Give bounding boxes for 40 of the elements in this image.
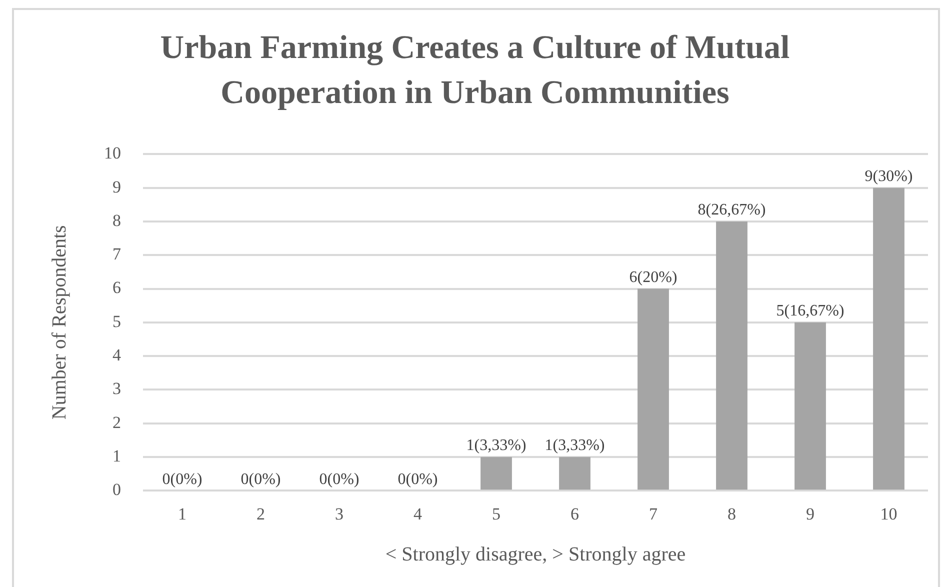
x-tick-label: 7 — [649, 504, 658, 524]
x-tick-label: 9 — [806, 504, 814, 524]
bar — [794, 322, 826, 490]
data-label: 1(3,33%) — [466, 437, 526, 454]
bar — [559, 456, 590, 490]
chart-title: Urban Farming Creates a Culture of Mutual Cooperation in Urban Communities — [159, 29, 791, 113]
data-label: 0(0%) — [319, 470, 360, 488]
y-tick-label: 1 — [112, 446, 121, 466]
data-label: 8(26,67%) — [698, 202, 766, 219]
x-tick-label: 5 — [492, 504, 500, 524]
x-tick-label: 3 — [335, 504, 344, 524]
data-label: 5(16,67%) — [776, 302, 844, 320]
bar — [638, 288, 669, 490]
y-tick-label: 5 — [112, 312, 121, 331]
y-tick-label: 7 — [112, 244, 122, 264]
bar — [480, 456, 512, 490]
x-tick-label: 8 — [728, 504, 736, 524]
data-label: 0(0%) — [398, 470, 438, 488]
data-label: 0(0%) — [240, 470, 281, 488]
y-tick-label: 8 — [112, 210, 121, 230]
bar — [873, 188, 904, 490]
bar — [716, 221, 748, 490]
y-tick-label: 10 — [104, 144, 121, 163]
x-axis-title: < Strongly disagree, > Strongly agree — [385, 543, 686, 566]
y-tick-label: 2 — [112, 412, 121, 432]
data-label: 6(20%) — [629, 268, 678, 286]
y-tick-label: 9 — [112, 177, 121, 196]
y-tick-label: 4 — [112, 346, 122, 365]
x-tick-label: 6 — [570, 504, 579, 524]
x-tick-label: 10 — [880, 504, 898, 524]
x-tick-label: 1 — [178, 504, 186, 524]
y-tick-label: 6 — [112, 278, 121, 298]
data-label: 0(0%) — [162, 470, 202, 488]
y-tick-label: 0 — [112, 480, 121, 500]
x-tick-label: 2 — [256, 504, 265, 524]
data-label: 1(3,33%) — [544, 437, 605, 454]
y-tick-label: 3 — [112, 379, 121, 398]
x-tick-label: 4 — [414, 504, 422, 524]
y-axis-title: Number of Respondents — [48, 224, 70, 420]
data-label: 9(30%) — [864, 168, 913, 186]
